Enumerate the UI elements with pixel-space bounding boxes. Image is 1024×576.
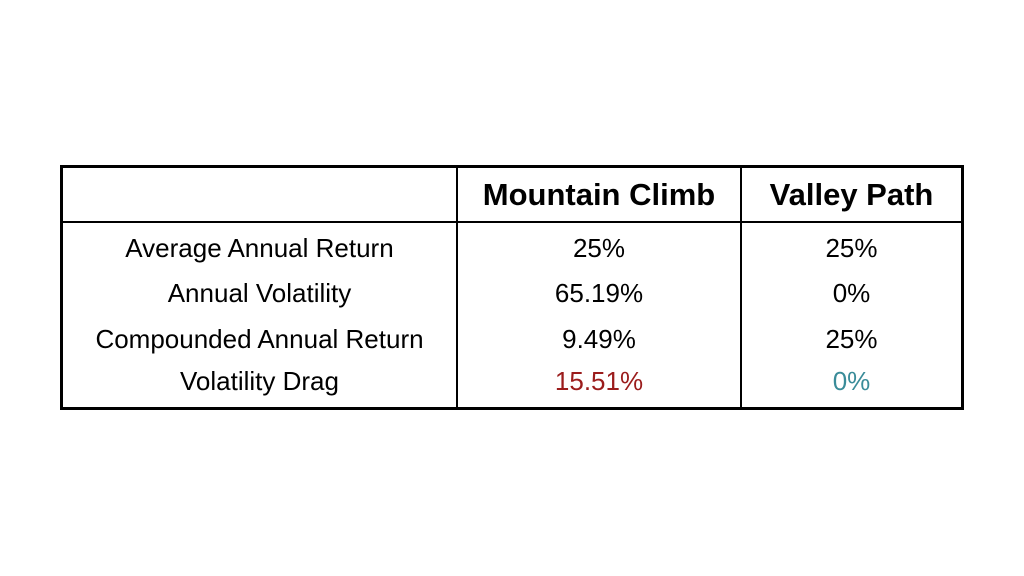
comparison-table-grid: Mountain Climb Valley Path Average Annua… [63, 168, 961, 407]
header-valley-path: Valley Path [741, 168, 961, 223]
row-label: Annual Volatility [63, 270, 458, 316]
mountain-value: 25% [457, 222, 742, 270]
comparison-table: Mountain Climb Valley Path Average Annua… [60, 165, 964, 410]
header-empty-cell [63, 168, 458, 223]
valley-value: 25% [825, 233, 878, 263]
header-row: Mountain Climb Valley Path [63, 168, 961, 223]
mountain-drag-value: 15.51% [457, 362, 742, 407]
table-row: Volatility Drag 15.51% 0% [63, 362, 961, 407]
mountain-value: 65.19% [457, 270, 742, 316]
row-label: Average Annual Return [63, 222, 458, 270]
header-mountain-climb: Mountain Climb [457, 168, 742, 223]
table-row: Compounded Annual Return 9.49% 25% [63, 316, 961, 362]
row-label: Volatility Drag [63, 362, 458, 407]
valley-value: 25% [825, 323, 878, 354]
table-row: Annual Volatility 65.19% 0% [63, 270, 961, 316]
row-label: Compounded Annual Return [63, 316, 458, 362]
table-row: Average Annual Return 25% 25% [63, 222, 961, 270]
valley-drag-value: 0% [832, 366, 871, 396]
valley-value: 0% [832, 277, 871, 308]
mountain-value: 9.49% [457, 316, 742, 362]
